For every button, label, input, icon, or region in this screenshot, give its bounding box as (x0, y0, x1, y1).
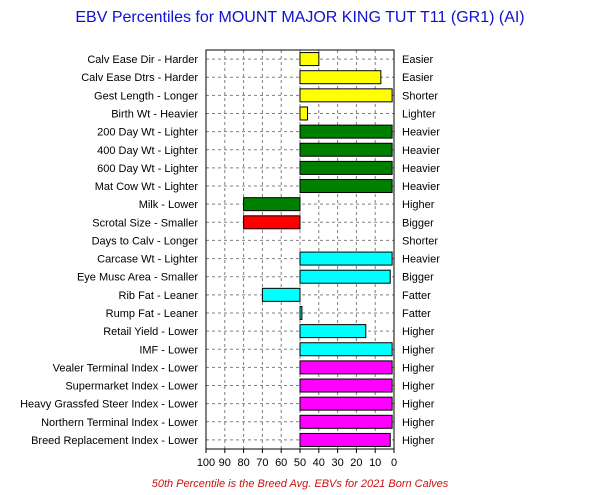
category-label-right: Heavier (402, 254, 440, 266)
right-labels: Easier Easier Shorter Lighter Heavier Heavier… (402, 54, 440, 447)
category-label-left: Mat Cow Wt - Lighter (95, 181, 199, 193)
category-label-left: Gest Length - Longer (94, 90, 198, 102)
category-label-right: Higher (402, 362, 435, 374)
plot-frame (205, 49, 395, 450)
category-label-left: IMF - Lower (139, 344, 198, 356)
x-axis-ticks: 100 90 80 70 60 50 40 30 20 10 0 (197, 449, 397, 469)
category-label-right: Heavier (402, 127, 440, 139)
bar (299, 52, 320, 67)
tick-label: 20 (350, 457, 362, 469)
bar (299, 305, 303, 320)
category-label-left: Northern Terminal Index - Lower (41, 417, 198, 429)
bar (299, 396, 393, 411)
tick-label: 70 (256, 457, 268, 469)
category-label-left: Breed Replacement Index - Lower (31, 435, 198, 447)
bar (299, 142, 393, 157)
category-label-right: Higher (402, 417, 435, 429)
tick-label: 90 (219, 457, 231, 469)
category-label-right: Easier (402, 54, 434, 66)
bar (299, 106, 309, 121)
category-label-right: Bigger (402, 272, 434, 284)
bar (299, 432, 391, 447)
bar (299, 342, 393, 357)
category-label-left: Vealer Terminal Index - Lower (53, 362, 199, 374)
category-label-left: Rib Fat - Leaner (119, 290, 199, 302)
category-label-right: Fatter (402, 308, 431, 320)
category-label-right: Shorter (402, 90, 438, 102)
category-label-left: Carcase Wt - Lighter (97, 254, 198, 266)
chart-footnote: 50th Percentile is the Breed Avg. EBVs f… (152, 478, 449, 490)
tick-label: 0 (391, 457, 397, 469)
category-label-left: Calv Ease Dir - Harder (87, 54, 198, 66)
category-label-left: Calv Ease Dtrs - Harder (81, 72, 198, 84)
category-label-left: 400 Day Wt - Lighter (97, 145, 198, 157)
chart-title: EBV Percentiles for MOUNT MAJOR KING TUT… (75, 9, 524, 26)
category-label-right: Higher (402, 399, 435, 411)
category-label-left: Supermarket Index - Lower (65, 381, 198, 393)
bar (243, 215, 301, 230)
bar (299, 378, 393, 393)
chart-bars (243, 52, 393, 447)
category-label-left: Birth Wt - Heavier (111, 108, 198, 120)
bar (299, 124, 393, 139)
bar (299, 269, 391, 284)
category-label-left: Rump Fat - Leaner (106, 308, 199, 320)
tick-label: 100 (197, 457, 215, 469)
category-label-right: Higher (402, 326, 435, 338)
category-label-right: Heavier (402, 145, 440, 157)
left-labels: Calv Ease Dir - Harder Calv Ease Dtrs - H… (20, 54, 198, 447)
tick-label: 30 (331, 457, 343, 469)
category-label-right: Lighter (402, 108, 436, 120)
category-label-left: Milk - Lower (139, 199, 199, 211)
bar (299, 88, 393, 103)
bar (299, 414, 393, 429)
category-label-right: Fatter (402, 290, 431, 302)
category-label-right: Higher (402, 435, 435, 447)
category-label-right: Higher (402, 381, 435, 393)
bar (243, 197, 301, 212)
category-label-left: Heavy Grassfed Steer Index - Lower (20, 399, 198, 411)
tick-label: 50 (294, 457, 306, 469)
category-label-left: Eye Musc Area - Smaller (77, 272, 198, 284)
category-label-left: Retail Yield - Lower (103, 326, 198, 338)
bar (299, 70, 382, 85)
category-label-left: 600 Day Wt - Lighter (97, 163, 198, 175)
category-label-left: 200 Day Wt - Lighter (97, 127, 198, 139)
bar (299, 324, 367, 339)
category-label-right: Heavier (402, 181, 440, 193)
tick-label: 10 (369, 457, 381, 469)
bar (261, 287, 301, 302)
tick-label: 80 (237, 457, 249, 469)
category-label-left: Scrotal Size - Smaller (92, 217, 198, 229)
category-label-left: Days to Calv - Longer (92, 235, 199, 247)
bar (299, 179, 393, 194)
bar (299, 160, 393, 175)
category-label-right: Higher (402, 199, 435, 211)
tick-label: 40 (313, 457, 325, 469)
category-label-right: Higher (402, 344, 435, 356)
tick-label: 60 (275, 457, 287, 469)
category-label-right: Bigger (402, 217, 434, 229)
bar (299, 251, 393, 266)
category-label-right: Easier (402, 72, 434, 84)
category-label-right: Heavier (402, 163, 440, 175)
bar (299, 360, 393, 375)
category-label-right: Shorter (402, 235, 438, 247)
